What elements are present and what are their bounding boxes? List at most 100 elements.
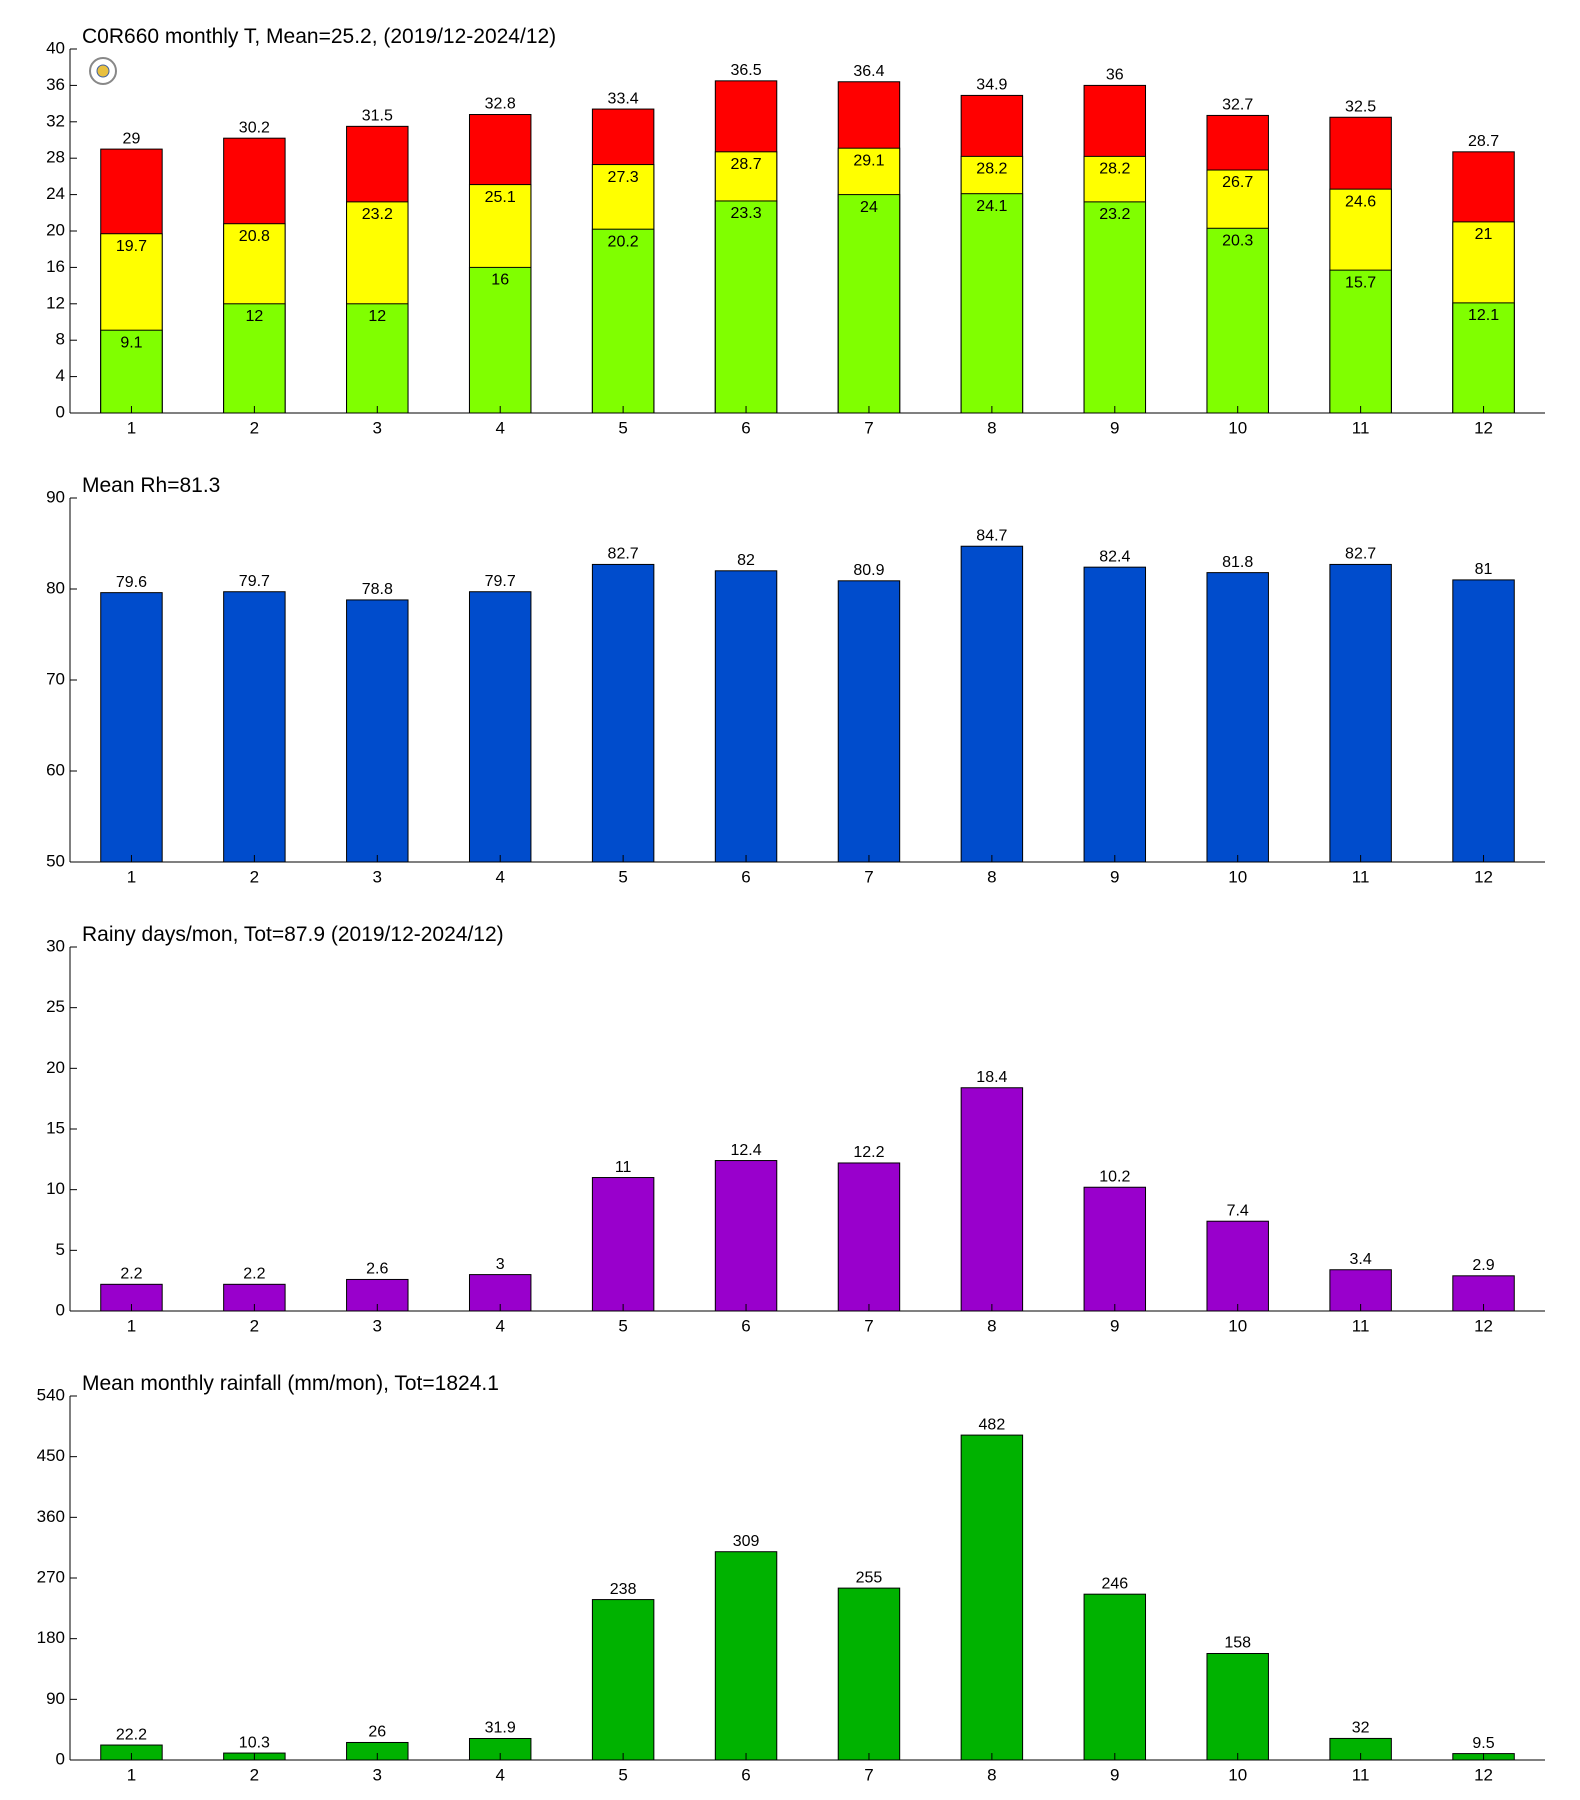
x-tick-label: 1 [127, 1765, 136, 1784]
x-tick-label: 3 [373, 418, 382, 437]
data-label: 24.6 [1345, 193, 1376, 210]
data-label: 238 [610, 1581, 637, 1598]
data-label: 482 [979, 1416, 1006, 1433]
data-label: 79.7 [485, 573, 516, 590]
y-tick-label: 30 [46, 936, 65, 955]
data-label: 33.4 [608, 90, 639, 107]
y-tick-label: 50 [46, 851, 65, 870]
x-tick-label: 2 [250, 1316, 259, 1335]
data-label: 24.1 [976, 198, 1007, 215]
bar [1206, 572, 1269, 863]
data-label: 28.2 [976, 161, 1007, 178]
data-label: 82 [737, 552, 755, 569]
y-tick-label: 10 [46, 1179, 65, 1198]
data-label: 25.1 [485, 189, 516, 206]
bar [837, 1162, 901, 1312]
data-label: 30.2 [239, 119, 270, 136]
x-tick-label: 3 [373, 1316, 382, 1335]
y-tick-label: 60 [46, 760, 65, 779]
x-tick-label: 12 [1474, 1765, 1493, 1784]
bar [468, 591, 532, 863]
data-label: 29 [123, 130, 141, 147]
x-tick-label: 6 [741, 1765, 750, 1784]
x-tick-label: 6 [741, 1316, 750, 1335]
bar [591, 1177, 655, 1312]
bar [960, 1087, 1024, 1312]
data-label: 20.2 [608, 233, 639, 250]
bar [714, 570, 778, 863]
data-label: 82.4 [1099, 548, 1130, 565]
data-label: 32 [1352, 1720, 1370, 1737]
x-tick-label: 10 [1228, 418, 1247, 437]
y-tick-label: 180 [37, 1628, 65, 1647]
x-tick-label: 4 [495, 1316, 504, 1335]
data-label: 2.2 [120, 1266, 142, 1283]
x-tick-label: 7 [864, 418, 873, 437]
x-tick-label: 11 [1352, 867, 1370, 886]
data-label: 158 [1224, 1635, 1251, 1652]
bar [837, 580, 901, 863]
bar [591, 1599, 655, 1761]
x-tick-label: 4 [495, 1765, 504, 1784]
data-label: 2.9 [1472, 1257, 1494, 1274]
bar [960, 545, 1024, 863]
data-label: 246 [1101, 1575, 1128, 1592]
x-tick-label: 5 [618, 418, 627, 437]
bar [1206, 1220, 1269, 1312]
y-tick-label: 360 [37, 1507, 65, 1526]
x-tick-label: 8 [987, 418, 996, 437]
y-tick-label: 4 [56, 366, 65, 385]
data-label: 20.8 [239, 228, 270, 245]
y-tick-label: 24 [46, 184, 65, 203]
data-label: 32.8 [485, 96, 516, 113]
bar [1083, 201, 1147, 414]
data-label: 18.4 [976, 1069, 1007, 1086]
x-tick-label: 12 [1474, 418, 1493, 437]
x-tick-label: 7 [864, 867, 873, 886]
x-tick-label: 9 [1110, 1765, 1119, 1784]
data-label: 36.4 [853, 63, 884, 80]
x-tick-label: 3 [373, 1765, 382, 1784]
x-tick-label: 2 [250, 418, 259, 437]
data-label: 11 [615, 1159, 632, 1176]
data-label: 84.7 [976, 527, 1007, 544]
bar [100, 592, 163, 863]
bar [223, 591, 286, 863]
y-tick-label: 32 [46, 111, 65, 130]
x-tick-label: 10 [1228, 867, 1247, 886]
bar [714, 1551, 778, 1761]
data-label: 31.5 [362, 108, 393, 125]
x-tick-label: 6 [741, 867, 750, 886]
x-tick-label: 1 [127, 1316, 136, 1335]
x-tick-label: 4 [495, 867, 504, 886]
bar [100, 329, 163, 414]
x-tick-label: 11 [1352, 418, 1370, 437]
data-label: 255 [856, 1569, 883, 1586]
bar [346, 303, 409, 414]
data-label: 28.7 [1468, 133, 1499, 150]
bar [1206, 1652, 1269, 1761]
data-label: 36 [1106, 67, 1124, 84]
data-label: 29.1 [853, 152, 884, 169]
data-label: 12 [368, 308, 386, 325]
x-tick-label: 2 [250, 867, 259, 886]
data-label: 23.3 [730, 205, 761, 222]
y-tick-label: 0 [56, 1749, 65, 1768]
x-tick-label: 1 [127, 867, 136, 886]
bar [960, 193, 1024, 414]
data-label: 19.7 [116, 238, 147, 255]
bar [837, 194, 901, 414]
y-tick-label: 20 [46, 220, 65, 239]
data-label: 7.4 [1227, 1202, 1249, 1219]
y-tick-label: 90 [46, 487, 65, 506]
data-label: 10.2 [1099, 1168, 1130, 1185]
x-tick-label: 1 [127, 418, 136, 437]
data-label: 23.2 [1099, 206, 1130, 223]
bar [591, 228, 655, 414]
data-label: 3 [496, 1256, 505, 1273]
bar [223, 1283, 286, 1312]
chart-title: Mean monthly rainfall (mm/mon), Tot=1824… [82, 1372, 499, 1395]
data-label: 10.3 [239, 1734, 270, 1751]
